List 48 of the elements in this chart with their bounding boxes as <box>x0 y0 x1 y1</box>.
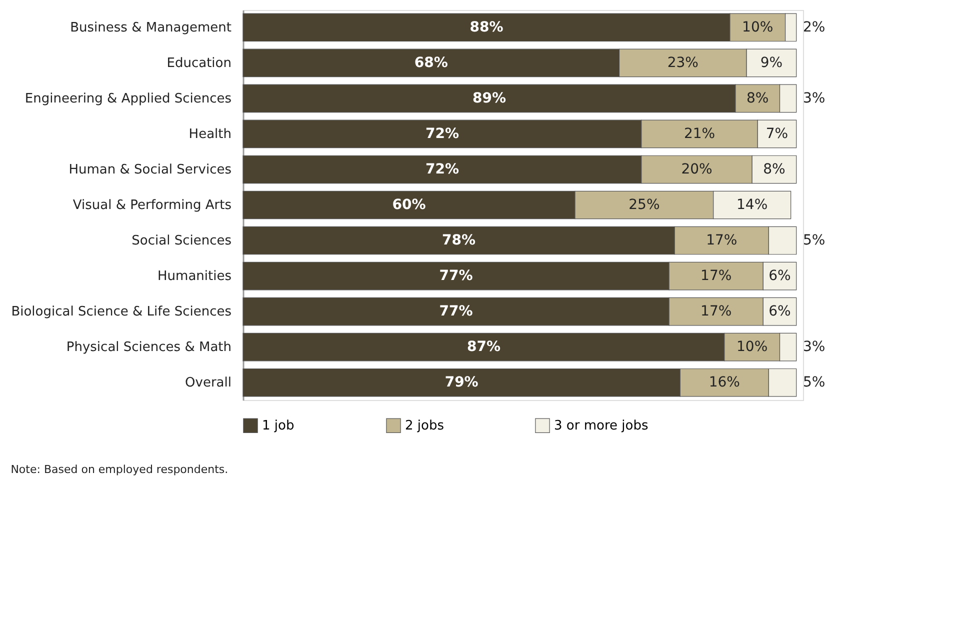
data-label: 3% <box>803 339 826 356</box>
data-label: 8% <box>763 161 786 178</box>
data-label: 16% <box>708 374 740 391</box>
y-tick-label: Visual & Performing Arts <box>72 198 232 213</box>
data-label: 10% <box>742 19 774 36</box>
y-tick-label: Biological Science & Life Sciences <box>11 304 232 320</box>
y-tick-label: Engineering & Applied Sciences <box>24 91 232 106</box>
data-label: 2% <box>803 19 826 36</box>
data-label: 14% <box>736 197 768 213</box>
data-label: 77% <box>439 268 473 284</box>
y-tick-label: Physical Sciences & Math <box>66 340 232 356</box>
legend-label: 1 job <box>262 418 294 434</box>
data-label: 23% <box>667 54 698 71</box>
legend-label: 2 jobs <box>405 418 444 434</box>
data-label: 10% <box>736 339 768 356</box>
y-tick-label: Humanities <box>158 269 232 284</box>
data-label: 20% <box>681 161 712 178</box>
data-label: 78% <box>442 232 476 249</box>
y-tick-label: Social Sciences <box>132 234 232 249</box>
data-label: 9% <box>760 54 783 71</box>
data-label: 68% <box>414 54 448 71</box>
data-label: 17% <box>700 268 732 284</box>
data-label: 60% <box>392 197 426 213</box>
data-label: 79% <box>444 374 478 391</box>
data-label: 89% <box>472 90 506 106</box>
data-label: 6% <box>768 268 791 284</box>
data-label: 7% <box>766 126 788 142</box>
data-label: 17% <box>706 232 738 249</box>
data-label: 17% <box>700 304 732 320</box>
data-label: 87% <box>466 339 500 356</box>
y-tick-label: Overall <box>185 376 232 391</box>
data-label: 6% <box>768 304 791 320</box>
y-tick-label: Human & Social Services <box>68 162 232 178</box>
data-label: 25% <box>628 197 660 213</box>
data-label: 88% <box>470 19 504 36</box>
data-label: 5% <box>803 232 826 249</box>
data-label: 72% <box>425 126 459 142</box>
y-tick-label: Education <box>166 56 232 71</box>
data-label: 3% <box>803 90 826 106</box>
y-tick-label: Health <box>188 126 232 142</box>
y-tick-label: Business & Management <box>70 20 232 36</box>
data-label: 8% <box>746 90 769 106</box>
text: Note: Based on employed respondents. <box>10 463 228 476</box>
data-label: 21% <box>684 126 716 142</box>
data-label: 77% <box>439 304 473 320</box>
data-label: 72% <box>425 161 459 178</box>
data-label: 5% <box>803 374 826 391</box>
legend-label: 3 or more jobs <box>554 418 648 434</box>
